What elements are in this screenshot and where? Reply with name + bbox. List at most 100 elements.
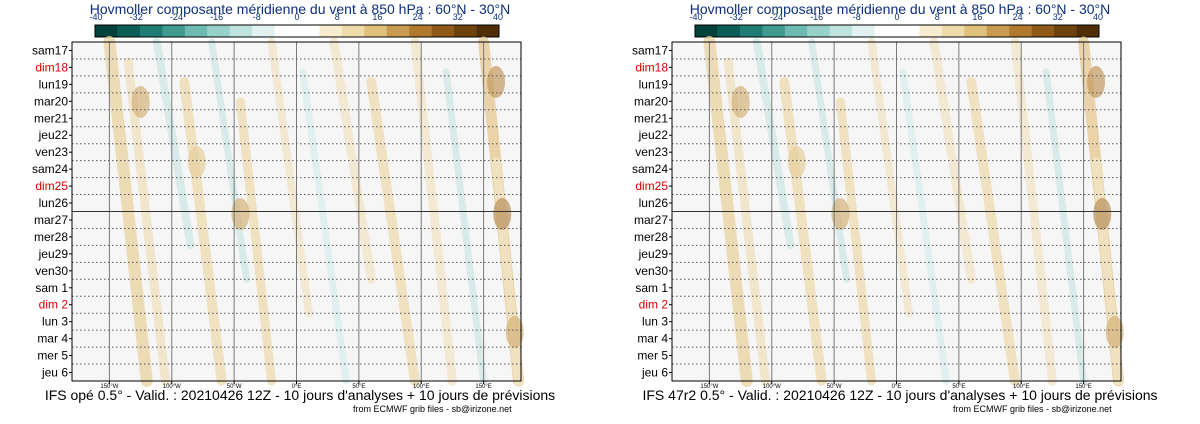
colorbar-swatch: [431, 25, 455, 37]
chart-title: Hovmoller composante méridienne du vent …: [689, 1, 1111, 17]
x-tick-label: 50°E: [952, 384, 965, 390]
day-label: ven23: [635, 145, 668, 159]
wind-maximum: [187, 146, 206, 178]
hovmoller-panel-left: Hovmoller composante méridienne du vent …: [32, 1, 556, 414]
x-tick-label: 150°W: [100, 384, 118, 390]
wind-band: [442, 68, 488, 385]
day-label: mer 5: [637, 349, 668, 363]
x-tick-label: 0°E: [292, 384, 302, 390]
chart-credit: from ECMWF grib files - sb@irizone.net: [353, 404, 512, 414]
colorbar-swatch: [1031, 25, 1055, 37]
day-label: dim18: [35, 60, 68, 74]
wind-band: [179, 77, 227, 386]
colorbar-swatch: [139, 25, 163, 37]
wind-maximum: [1087, 66, 1106, 98]
plot-frame: [71, 41, 522, 382]
wind-band: [966, 77, 1020, 386]
colorbar-swatch: [852, 25, 875, 37]
colorbar-swatch: [874, 25, 898, 37]
colorbar-swatch: [695, 25, 718, 37]
day-label: sam17: [32, 43, 68, 57]
day-label: lun26: [639, 196, 669, 210]
hovmoller-chart: -40 -32 -24 -16 -8 0 8 16 24 32 40 150°W 100°W 50°W 0°…: [632, 12, 1125, 390]
colorbar-swatch: [1054, 25, 1077, 37]
colorbar-tick-label: 0: [894, 12, 899, 22]
day-label: jeu29: [638, 247, 669, 261]
x-tick-label: 100°W: [763, 384, 781, 390]
colorbar-tick-label: 24: [413, 12, 423, 22]
colorbar-tick-label: 0: [294, 12, 299, 22]
colorbar-swatch: [454, 25, 477, 37]
colorbar-tick-label: -8: [853, 12, 861, 22]
colorbar-swatch: [919, 25, 943, 37]
colorbar-tick-label: 32: [453, 12, 463, 22]
hovmoller-chart: -40 -32 -24 -16 -8 0 8 16 24 32 40 150°W 100°W 50°W 0°…: [32, 12, 525, 390]
wind-band: [899, 68, 950, 385]
day-label: ven30: [635, 264, 668, 278]
day-label: mar 4: [637, 332, 668, 346]
colorbar-tick-label: -32: [130, 12, 143, 22]
colorbar-swatch: [986, 25, 1010, 37]
day-label: jeu22: [38, 128, 69, 142]
colorbar-tick-label: 24: [1013, 12, 1023, 22]
x-tick-label: 100°E: [413, 384, 429, 390]
day-label: lun19: [39, 77, 69, 91]
colorbar-tick-label: -40: [89, 12, 102, 22]
wind-maximum: [1105, 316, 1124, 348]
day-label: mar27: [34, 213, 68, 227]
colorbar-swatch: [207, 25, 231, 37]
day-label: mar27: [634, 213, 668, 227]
day-label: dim 2: [639, 298, 669, 312]
chart-footer: IFS opé 0.5° - Valid. : 20210426 12Z - 1…: [44, 387, 556, 403]
colorbar-swatch: [229, 25, 253, 37]
day-label: mar20: [634, 94, 668, 108]
colorbar-swatch: [386, 25, 410, 37]
colorbar-tick-label: -16: [810, 12, 823, 22]
colorbar-swatch: [1076, 25, 1100, 37]
wind-maximum: [787, 146, 806, 178]
colorbar-tick-label: -24: [170, 12, 183, 22]
wind-maximum: [487, 66, 506, 98]
day-label: lun26: [39, 196, 69, 210]
wind-band: [366, 77, 420, 386]
x-tick-label: 50°W: [827, 384, 842, 390]
day-label: mer21: [34, 111, 68, 125]
colorbar-swatch: [897, 25, 920, 37]
wind-band: [835, 97, 877, 386]
colorbar-swatch: [807, 25, 831, 37]
colorbar-swatch: [319, 25, 343, 37]
wind-band: [779, 77, 827, 386]
wind-band: [723, 57, 771, 386]
day-label: sam24: [632, 162, 668, 176]
colorbar-swatch: [717, 25, 741, 37]
day-label: mer 5: [37, 349, 68, 363]
colorbar-swatch: [1009, 25, 1033, 37]
colorbar-swatch: [739, 25, 763, 37]
colorbar-swatch: [341, 25, 365, 37]
wind-maximum: [505, 316, 524, 348]
day-label: mar 4: [37, 332, 68, 346]
colorbar: -40 -32 -24 -16 -8 0 8 16 24 32 40: [689, 12, 1103, 38]
colorbar-tick-label: -16: [210, 12, 223, 22]
wind-band: [867, 38, 913, 318]
wind-maximum: [731, 86, 750, 118]
hovmoller-panel-right: Hovmoller composante méridienne du vent …: [600, 0, 1200, 424]
colorbar-swatch: [117, 25, 141, 37]
day-label: mer28: [634, 230, 668, 244]
day-label: dim25: [35, 179, 68, 193]
colorbar-swatch: [964, 25, 988, 37]
colorbar-tick-label: 16: [372, 12, 382, 22]
colorbar-swatch: [184, 25, 208, 37]
wind-band: [299, 68, 350, 385]
day-label: mar20: [34, 94, 68, 108]
x-tick-label: 50°E: [352, 384, 365, 390]
x-tick-label: 100°E: [1013, 384, 1029, 390]
colorbar-swatch: [409, 25, 433, 37]
x-tick-label: 150°W: [700, 384, 718, 390]
day-label: lun 3: [642, 315, 668, 329]
day-label: dim18: [635, 60, 668, 74]
wind-maximum: [131, 86, 150, 118]
colorbar-swatch: [762, 25, 786, 37]
day-label: jeu 6: [41, 366, 68, 380]
colorbar-border: [94, 24, 500, 38]
